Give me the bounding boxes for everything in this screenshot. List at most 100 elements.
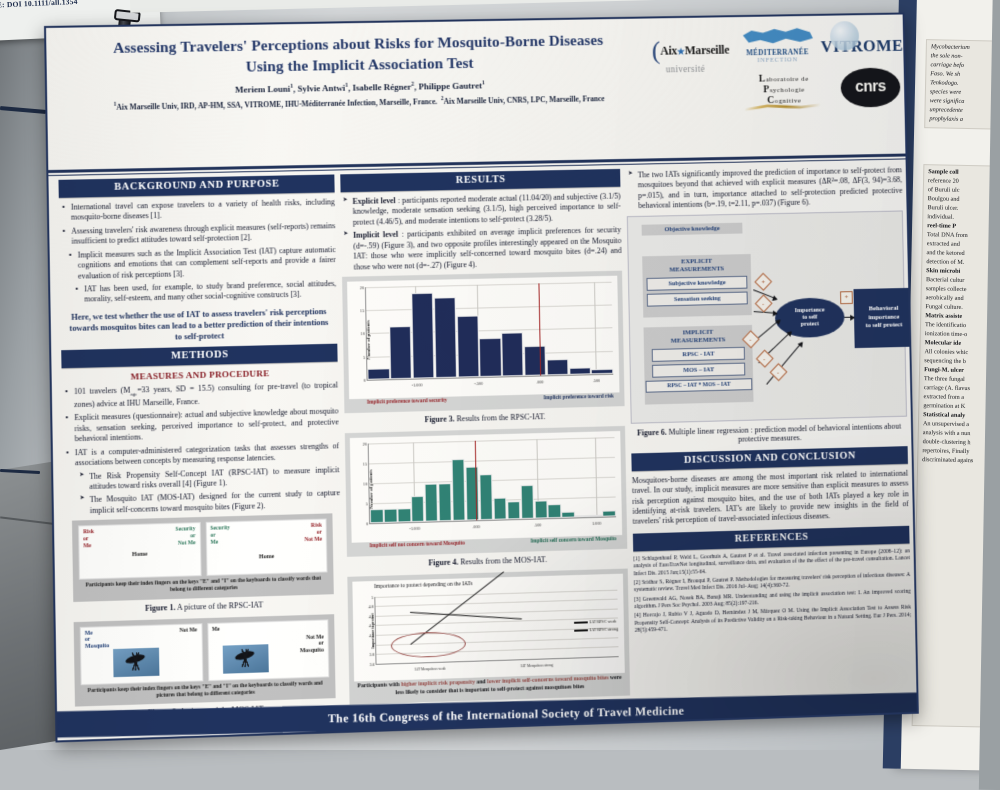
results-right-list: The two IATs significantly improved the …: [626, 165, 903, 212]
bar: [602, 510, 616, 517]
figure1-image: Risk or Me Security or Not Me Home Secur…: [71, 513, 334, 602]
results-right-body: The two IATs significantly improved the …: [626, 165, 903, 212]
implicit-measurements-group: IMPLICIT MEASUREMENTS RPSC - IAT MOS – IA…: [643, 324, 754, 405]
y-tick: 4.6: [368, 613, 374, 619]
y-tick: 4.2: [368, 632, 375, 638]
gridline: [375, 589, 618, 598]
bar: [534, 500, 548, 519]
figure3-chart: Number of patients 20 15 10 5 0: [342, 270, 625, 414]
figure4-bars: [369, 437, 616, 524]
figure6-caption: Figure 6. Multiple linear regression : p…: [636, 421, 902, 444]
bar: [588, 514, 602, 518]
vitrome-logo: VITROME: [821, 21, 904, 57]
x-tick: .500: [534, 522, 542, 528]
bar: [493, 497, 507, 520]
figure3-bars: [366, 282, 613, 380]
list-item: 101 travelers (Mage=33 years, SD = 15.5)…: [73, 380, 339, 410]
figure4-chart: Number of patients 20 15 10 5 0: [344, 425, 628, 557]
y-tick: 4: [372, 641, 375, 647]
path-sign-plus-outcome: +: [840, 290, 853, 304]
bar: [506, 501, 521, 520]
list-item: Implicit measures such as the Implicit A…: [77, 245, 337, 282]
y-tick: 20: [359, 284, 364, 290]
path-mediator-to-outcome: [844, 316, 855, 318]
figure5-legend: IAT RPSC weak IAT RPSC strong: [573, 617, 618, 634]
figure2-panels: Me or Mosquito Not Me Me Not Me or Mosqu…: [79, 618, 330, 685]
x-tick: .500: [592, 377, 600, 384]
y-tick: 10: [363, 480, 368, 486]
background-highlight: Here, we test whether the use of IAT to …: [69, 306, 329, 342]
figure1-note: Participants keep their index fingers on…: [85, 575, 322, 594]
y-tick: 15: [362, 460, 368, 467]
f1-right-topleft: Security or Me: [210, 525, 231, 546]
bar: [591, 368, 613, 375]
y-tick: 4.8: [368, 603, 374, 609]
y-tick: 3.6: [369, 661, 375, 667]
list-item: Explicit level : participants reported m…: [352, 192, 621, 228]
implicit-measurements-title: IMPLICIT MEASUREMENTS: [670, 328, 726, 345]
conference-poster: Assessing Travelers' Perceptions about R…: [44, 12, 919, 743]
figure5-title: Importance to protect depending on the I…: [374, 581, 473, 590]
f2-right-topright: Not Me or Mosquito: [299, 634, 324, 655]
mediterranee-infection-logo: MÉDITERRANÉE INFECTION: [738, 26, 816, 65]
f1-left-topright: Security or Not Me: [175, 526, 196, 547]
y-tick: 10: [360, 331, 365, 337]
figure3-right-axis-label: Implicit preference toward risk: [543, 393, 614, 402]
bar: [568, 367, 591, 375]
bar: [370, 508, 384, 524]
bar: [479, 337, 502, 377]
figure3-plot-area: Number of patients 20 15 10 5 0: [347, 275, 620, 400]
mosquito-photo-icon: [113, 647, 160, 677]
y-tick: 15: [360, 307, 365, 313]
medinf-line2: INFECTION: [757, 56, 798, 64]
results-body: Explicit level : participants reported m…: [341, 192, 622, 273]
figure6-model-diagram: Objective knowledge EXPLICIT MEASUREMENTS…: [626, 210, 915, 424]
f2-left-topright: Not Me: [179, 626, 198, 634]
methods-arrow-list: The Risk Propensity Self-Concept IAT (RP…: [77, 465, 340, 517]
rpsc-iat-box: RPSC - IAT: [651, 346, 745, 363]
y-tick: 5: [371, 594, 374, 600]
x-tick: -1.000: [411, 382, 423, 388]
list-item: The Mosquito IAT (MOS-IAT) designed for …: [90, 489, 341, 517]
explicit-measurements-title: EXPLICIT MEASUREMENTS: [669, 257, 725, 274]
column-left: BACKGROUND AND PURPOSE International tra…: [58, 174, 343, 726]
bar: [547, 503, 562, 519]
bar: [451, 458, 466, 521]
bar: [389, 325, 413, 380]
cnrs-oval: cnrs: [840, 67, 901, 108]
list-item: Assessing travelers' risk awareness thro…: [70, 221, 335, 247]
f2-left-topleft: Me or Mosquito: [84, 630, 110, 651]
section-header-background: BACKGROUND AND PURPOSE: [58, 174, 335, 198]
subjective-knowledge-box: Subjective knowledge: [646, 275, 748, 291]
section-header-results: RESULTS: [340, 168, 621, 193]
results-list: Explicit level : participants reported m…: [341, 192, 622, 273]
bar: [561, 511, 575, 518]
adjacent-abstract-text: Mycobacterium the sole non- carriage bef…: [929, 43, 970, 123]
list-item: IAT is a computer-administered categoriz…: [74, 441, 340, 469]
bar: [411, 292, 435, 379]
column-center: RESULTS Explicit level : participants re…: [340, 168, 631, 724]
bar: [397, 508, 411, 523]
adjacent-poster-doi: NCE: DOI 10.1111/all.1354: [0, 0, 78, 11]
f1-right-center-word: Home: [258, 554, 275, 561]
figure3-plot: 20 15 10 5 0 -1.000 -.500 .000 .500: [360, 281, 614, 388]
bar: [433, 297, 457, 379]
y-tick: 20: [362, 441, 367, 447]
aix-marseille-universite-logo: (Aix★Marseille université: [651, 36, 730, 76]
bar: [520, 484, 534, 519]
behavioral-importance-box: Behavioral importance to self protect: [853, 287, 915, 348]
y-tick: 5: [365, 500, 368, 506]
x-tick: IAT Mosquitoes strong: [520, 663, 553, 669]
bar: [575, 515, 589, 518]
x-tick: -1.000: [409, 525, 421, 532]
path-sign-minus-rpsc: -: [755, 349, 774, 368]
bar: [501, 332, 524, 377]
interaction-box: RPSC – IAT * MOS – IAT: [645, 378, 753, 393]
section-header-references: REFERENCES: [632, 525, 910, 552]
bar: [411, 495, 425, 523]
background-bullet-list: International travel can expose traveler…: [59, 197, 337, 306]
column-right: The two IATs significantly improved the …: [626, 163, 915, 637]
f2-right-topleft: Me: [211, 626, 220, 633]
x-tick: -.500: [474, 380, 483, 387]
laboratoire-psychologie-cognitive-logo: Laboratoire de Psychologie Cognitive: [741, 73, 827, 112]
